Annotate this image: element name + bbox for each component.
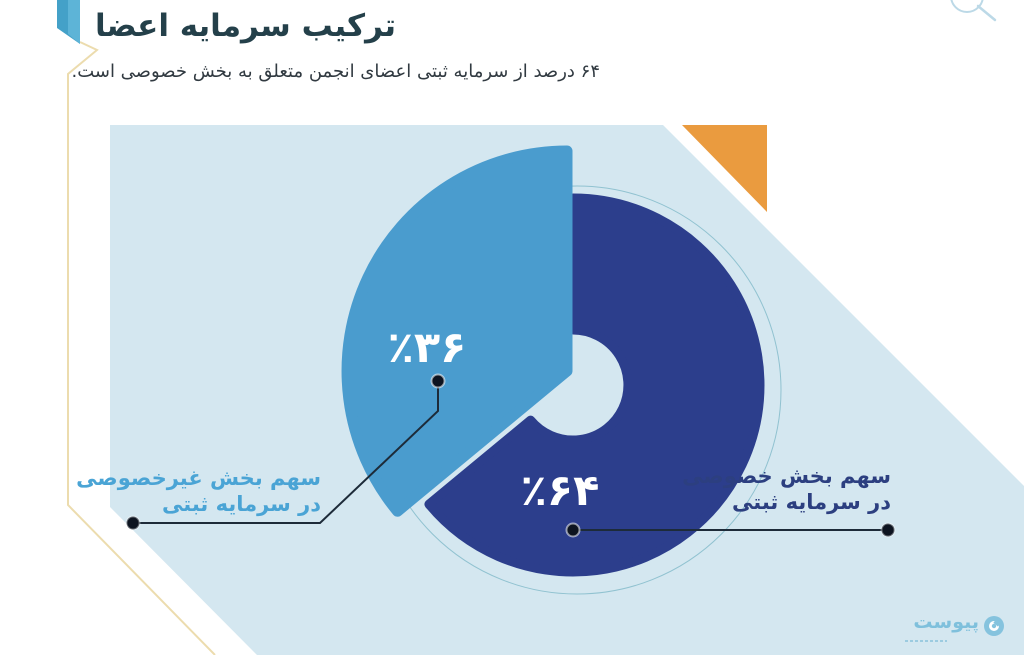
- callout-dot-36-anchor: [430, 373, 446, 389]
- legend-private-line2: در سرمایه ثبتی: [732, 490, 891, 514]
- legend-nonprivate: سهم بخش غیرخصوصی در سرمایه ثبتی: [76, 465, 321, 517]
- legend-nonprivate-line2: در سرمایه ثبتی: [162, 492, 321, 516]
- callout-dot-64-end: [880, 522, 896, 538]
- callout-dot-36-end: [125, 515, 141, 531]
- page-subtitle: ۶۴ درصد از سرمایه ثبتی اعضای انجمن متعلق…: [71, 61, 600, 82]
- decor-corner-triangle: [682, 125, 767, 212]
- pie-slice-private-64: [424, 193, 765, 577]
- logo-mark-icon: [984, 616, 1004, 636]
- ribbon-highlight: [68, 0, 80, 44]
- pie-slice-nonprivate-36: [341, 145, 573, 517]
- callout-dot-64-anchor: [565, 522, 581, 538]
- callout-line-36: [133, 381, 439, 524]
- chart-panel: [110, 125, 1024, 655]
- decor-thread: [67, 41, 216, 655]
- percent-label-36: ٪۳۶: [387, 323, 467, 373]
- decor-corner-slash: [976, 4, 997, 22]
- legend-private: سهم بخش خصوصی در سرمایه ثبتی: [682, 463, 891, 515]
- logo-wordmark: پیوست: [913, 611, 979, 633]
- page-title: ترکیب سرمایه اعضا: [94, 8, 397, 44]
- percent-label-64: ٪۶۴: [520, 466, 600, 516]
- decor-corner-arc: [950, 0, 984, 13]
- legend-nonprivate-line1: سهم بخش غیرخصوصی: [76, 466, 321, 490]
- legend-private-line1: سهم بخش خصوصی: [682, 464, 891, 488]
